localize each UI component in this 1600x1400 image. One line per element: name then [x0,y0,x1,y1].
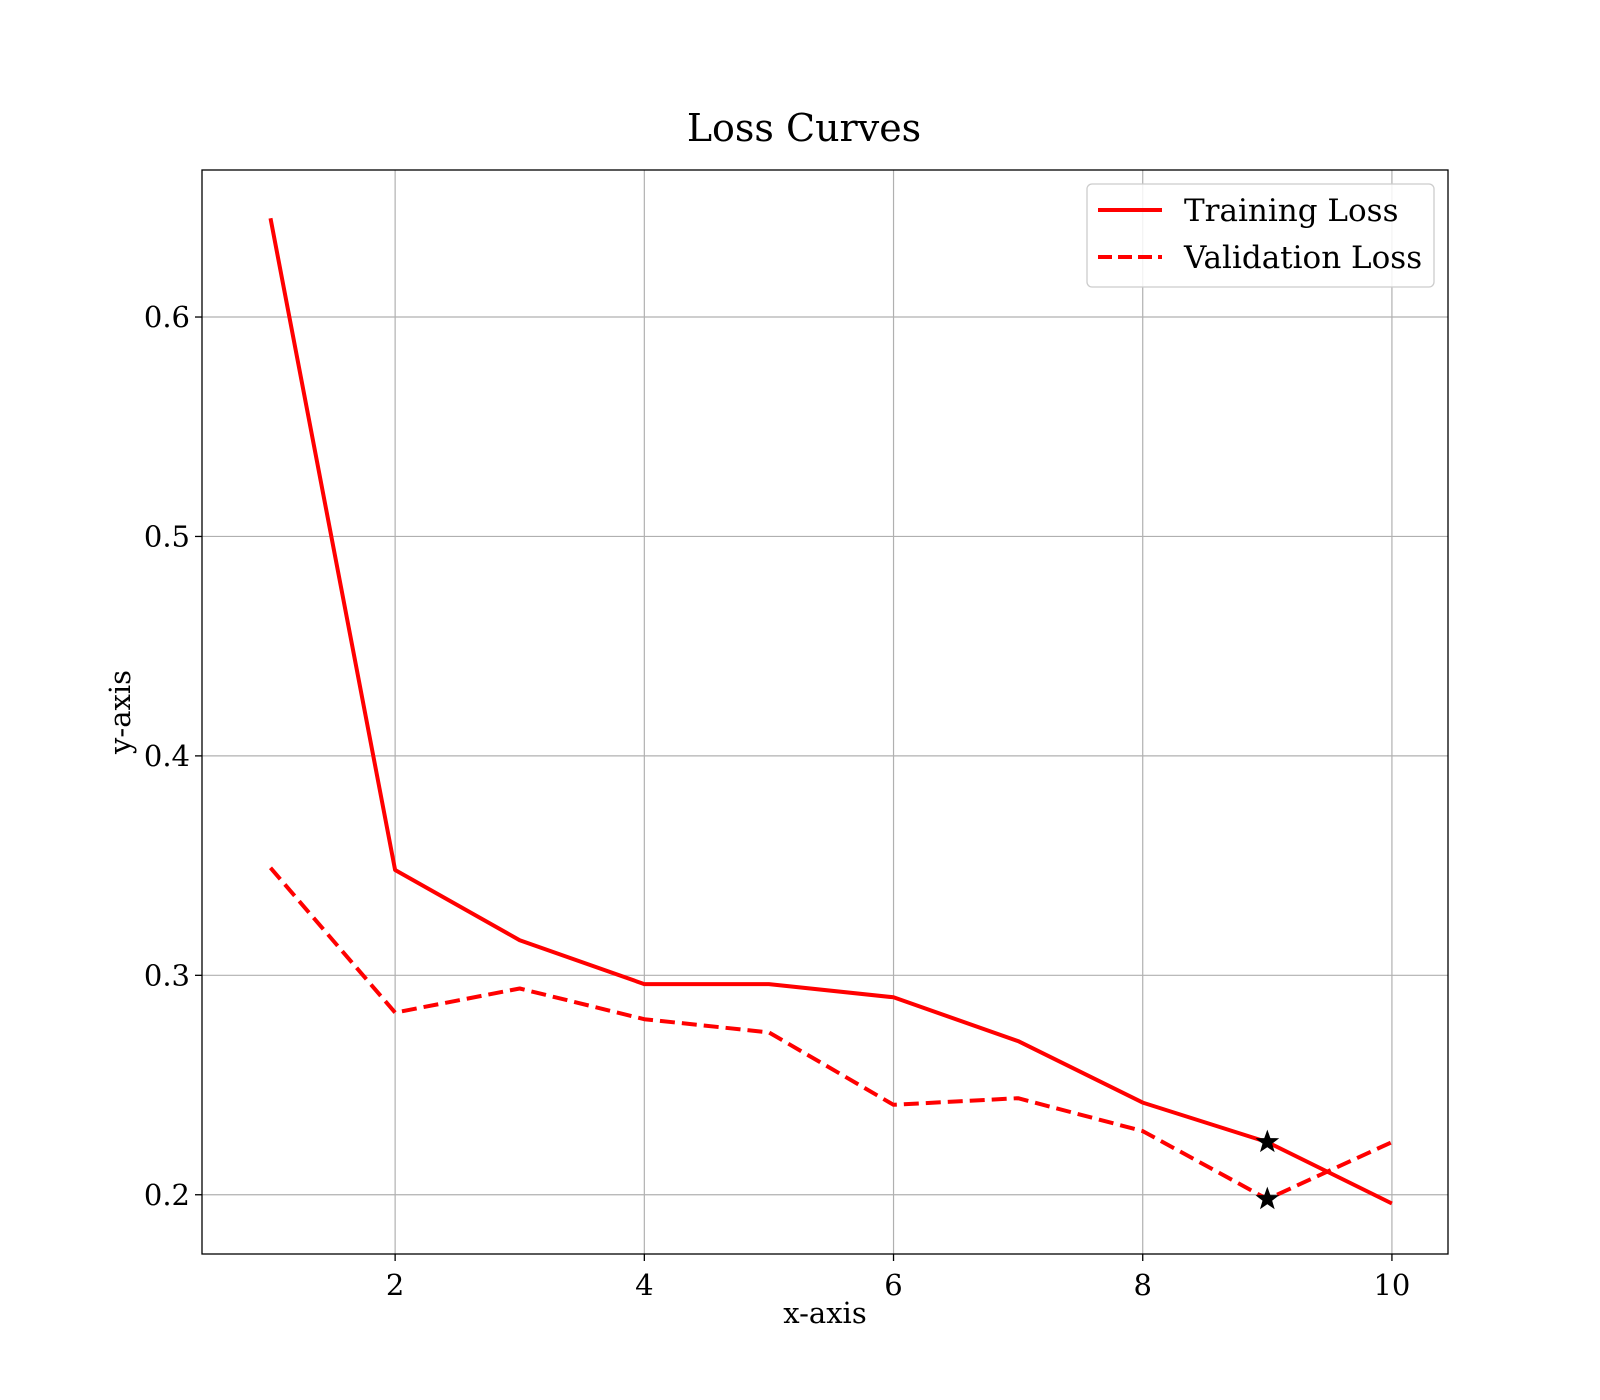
series-layer [268,217,1393,1206]
star-marker-training-loss [1255,1129,1280,1153]
x-tick-label: 2 [386,1268,404,1302]
y-tick-label: 0.4 [144,739,190,773]
marker-layer [1255,1129,1280,1210]
x-tick-label: 6 [884,1268,902,1302]
series-line-validation-loss [268,866,1393,1202]
axis-ticks: 2 4 6 8 10 0.2 0.3 0.4 0.5 0.6 [144,300,1411,1302]
legend-label-training-loss: Training Loss [1184,193,1399,229]
grid-lines [202,170,1448,1254]
x-tick-label: 10 [1373,1268,1410,1302]
x-axis-label: x-axis [783,1296,866,1330]
chart-title: Loss Curves [687,106,921,150]
legend-label-validation-loss: Validation Loss [1183,240,1422,276]
series-line-training-loss [268,217,1393,1206]
x-tick-label: 4 [635,1268,653,1302]
y-axis-label: y-axis [103,670,137,755]
y-tick-label: 0.2 [144,1178,190,1212]
legend-box [1086,183,1435,288]
plot-frame [201,169,1449,1255]
x-tick-label: 8 [1134,1268,1152,1302]
y-tick-label: 0.6 [144,300,190,334]
y-tick-label: 0.3 [144,958,190,992]
y-tick-label: 0.5 [144,519,190,553]
legend: Training Loss Validation Loss [1086,183,1435,288]
star-marker-validation-loss [1255,1186,1280,1210]
